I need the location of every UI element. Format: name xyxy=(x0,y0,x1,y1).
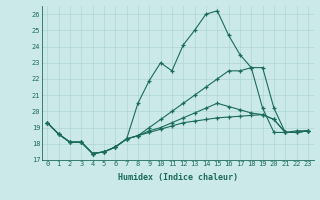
X-axis label: Humidex (Indice chaleur): Humidex (Indice chaleur) xyxy=(118,173,237,182)
